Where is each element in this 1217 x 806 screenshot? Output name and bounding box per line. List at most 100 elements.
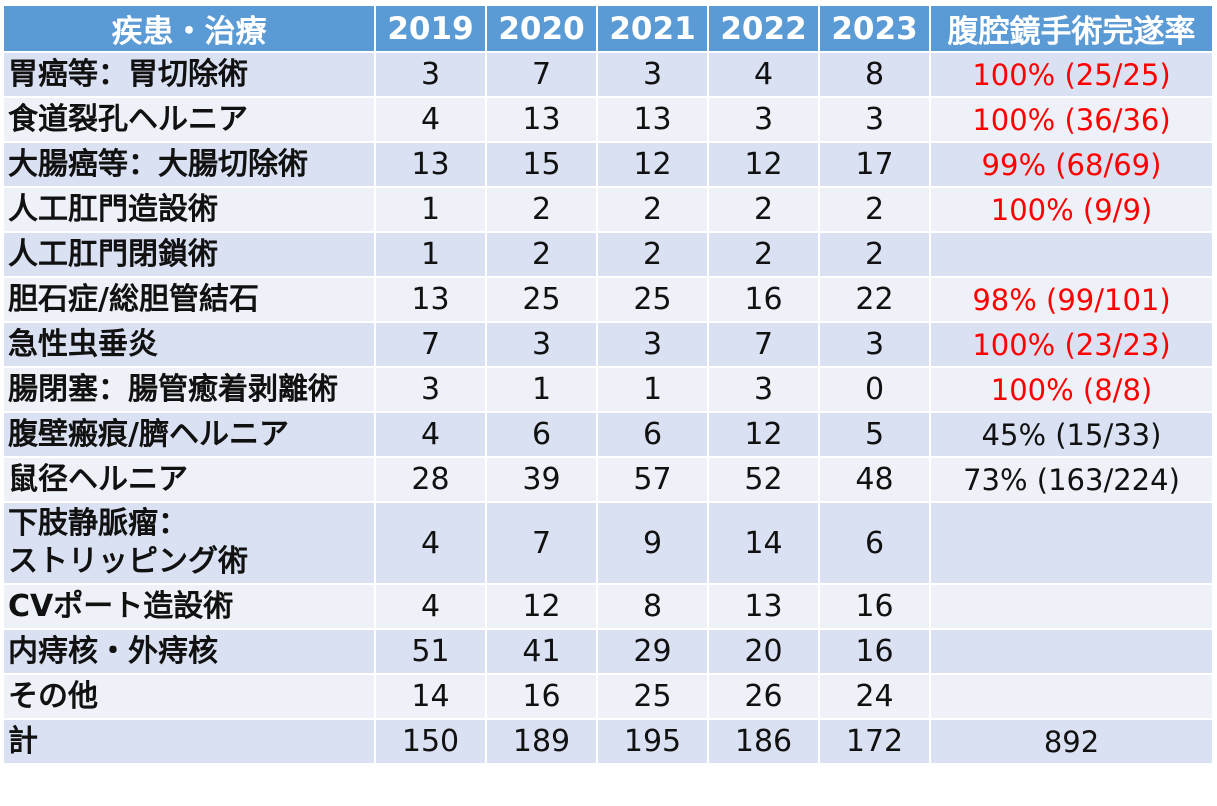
row-label: 鼠径ヘルニア	[2, 456, 376, 503]
cell-2022: 52	[707, 456, 820, 503]
row-label: 胆石症/総胆管結石	[2, 276, 376, 323]
cell-2022: 14	[707, 501, 820, 585]
cell-2023: 6	[818, 501, 931, 585]
row-label: 腸閉塞：腸管癒着剥離術	[2, 366, 376, 413]
cell-2023: 16	[818, 583, 931, 630]
cell-2022: 186	[707, 718, 820, 765]
row-label-line: 大腸癌等：大腸切除術	[8, 146, 308, 182]
cell-laparoscopic-rate	[929, 231, 1214, 278]
cell-2023: 8	[818, 51, 931, 98]
row-label-line: その他	[8, 678, 98, 714]
cell-2023: 2	[818, 186, 931, 233]
cell-2019: 1	[374, 186, 487, 233]
row-label-line: CVポート造設術	[8, 588, 234, 624]
cell-2021: 8	[596, 583, 709, 630]
cell-2022: 26	[707, 673, 820, 720]
row-label: CVポート造設術	[2, 583, 376, 630]
cell-2023: 17	[818, 141, 931, 188]
cell-laparoscopic-rate: 100% (36/36)	[929, 96, 1214, 143]
cell-2023: 22	[818, 276, 931, 323]
cell-2020: 25	[485, 276, 598, 323]
table-row: 腸閉塞：腸管癒着剥離術 3 1 1 3 0 100% (8/8)	[2, 366, 1214, 413]
cell-2019: 3	[374, 366, 487, 413]
header-2021: 2021	[596, 4, 709, 53]
cell-2019: 14	[374, 673, 487, 720]
row-label-line: 人工肛門造設術	[8, 191, 218, 227]
cell-2020: 12	[485, 583, 598, 630]
cell-2023: 5	[818, 411, 931, 458]
cell-2021: 25	[596, 673, 709, 720]
row-label: 大腸癌等：大腸切除術	[2, 141, 376, 188]
table-body: 胃癌等：胃切除術 3 7 3 4 8 100% (25/25) 食道裂孔ヘルニア 4 13 13 3 3…	[2, 51, 1214, 765]
row-label: 計	[2, 718, 376, 765]
cell-2022: 13	[707, 583, 820, 630]
row-label-line: 急性虫垂炎	[8, 326, 158, 362]
cell-laparoscopic-rate: 100% (25/25)	[929, 51, 1214, 98]
cell-laparoscopic-rate: 100% (9/9)	[929, 186, 1214, 233]
cell-2020: 41	[485, 628, 598, 675]
cell-2019: 4	[374, 96, 487, 143]
row-label-line: 食道裂孔ヘルニア	[8, 101, 248, 137]
cell-2021: 1	[596, 366, 709, 413]
table-row: 胃癌等：胃切除術 3 7 3 4 8 100% (25/25)	[2, 51, 1214, 98]
table-row: 腹壁瘢痕/臍ヘルニア 4 6 6 12 5 45% (15/33)	[2, 411, 1214, 458]
cell-laparoscopic-rate: 100% (8/8)	[929, 366, 1214, 413]
cell-2020: 16	[485, 673, 598, 720]
cell-2020: 15	[485, 141, 598, 188]
table-row: 内痔核・外痔核 51 41 29 20 16	[2, 628, 1214, 675]
cell-2023: 3	[818, 321, 931, 368]
cell-2019: 4	[374, 583, 487, 630]
cell-laparoscopic-rate: 73% (163/224)	[929, 456, 1214, 503]
cell-2019: 13	[374, 141, 487, 188]
cell-2020: 13	[485, 96, 598, 143]
cell-laparoscopic-rate	[929, 628, 1214, 675]
cell-2020: 189	[485, 718, 598, 765]
cell-2021: 3	[596, 51, 709, 98]
row-label-line: 胆石症/総胆管結石	[8, 281, 259, 317]
cell-2021: 6	[596, 411, 709, 458]
cell-2022: 20	[707, 628, 820, 675]
cell-2020: 6	[485, 411, 598, 458]
table-row: 計 150 189 195 186 172 892	[2, 718, 1214, 765]
row-label: 人工肛門造設術	[2, 186, 376, 233]
cell-2021: 13	[596, 96, 709, 143]
cell-2022: 3	[707, 366, 820, 413]
cell-2020: 1	[485, 366, 598, 413]
cell-2021: 195	[596, 718, 709, 765]
cell-2019: 7	[374, 321, 487, 368]
cell-2019: 150	[374, 718, 487, 765]
cell-laparoscopic-rate: 99% (68/69)	[929, 141, 1214, 188]
table-row: 大腸癌等：大腸切除術 13 15 12 12 17 99% (68/69)	[2, 141, 1214, 188]
row-label-line: 内痔核・外痔核	[8, 633, 218, 669]
row-label: 腹壁瘢痕/臍ヘルニア	[2, 411, 376, 458]
cell-2022: 3	[707, 96, 820, 143]
row-label-line: 人工肛門閉鎖術	[8, 236, 218, 272]
header-2023: 2023	[818, 4, 931, 53]
row-label-line: 計	[8, 723, 38, 759]
cell-2022: 2	[707, 231, 820, 278]
cell-laparoscopic-rate	[929, 583, 1214, 630]
cell-2021: 57	[596, 456, 709, 503]
cell-2021: 12	[596, 141, 709, 188]
cell-2020: 2	[485, 231, 598, 278]
cell-2023: 24	[818, 673, 931, 720]
table-row: 下肢静脈瘤： ストリッピング術 4 7 9 14 6	[2, 501, 1214, 585]
row-label: 内痔核・外痔核	[2, 628, 376, 675]
cell-2020: 7	[485, 51, 598, 98]
cell-2019: 3	[374, 51, 487, 98]
row-label-line: ストリッピング術	[8, 544, 248, 579]
row-label-line: 腹壁瘢痕/臍ヘルニア	[8, 416, 289, 452]
cell-2019: 13	[374, 276, 487, 323]
cell-2021: 25	[596, 276, 709, 323]
header-laparoscopic-rate: 腹腔鏡手術完遂率	[929, 4, 1214, 53]
cell-laparoscopic-rate: 892	[929, 718, 1214, 765]
cell-laparoscopic-rate: 100% (23/23)	[929, 321, 1214, 368]
table-row: 人工肛門閉鎖術 1 2 2 2 2	[2, 231, 1214, 278]
header-2020: 2020	[485, 4, 598, 53]
table-row: その他 14 16 25 26 24	[2, 673, 1214, 720]
cell-2023: 48	[818, 456, 931, 503]
cell-2021: 2	[596, 231, 709, 278]
row-label: 食道裂孔ヘルニア	[2, 96, 376, 143]
cell-2023: 2	[818, 231, 931, 278]
cell-2021: 9	[596, 501, 709, 585]
